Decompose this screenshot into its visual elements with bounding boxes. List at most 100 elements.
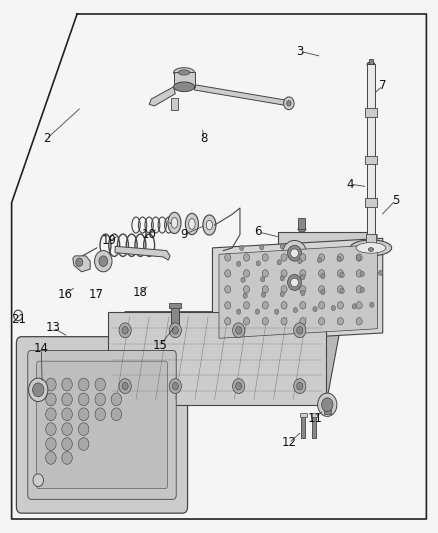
Ellipse shape bbox=[203, 215, 216, 235]
Circle shape bbox=[243, 293, 247, 298]
Circle shape bbox=[46, 393, 56, 406]
Circle shape bbox=[356, 270, 362, 277]
Bar bbox=[371, 301, 377, 308]
Circle shape bbox=[337, 302, 343, 309]
Bar bbox=[371, 311, 377, 317]
Circle shape bbox=[62, 423, 72, 435]
Circle shape bbox=[300, 274, 305, 280]
Bar bbox=[311, 413, 318, 417]
Bar bbox=[365, 156, 377, 165]
Polygon shape bbox=[212, 238, 383, 343]
Circle shape bbox=[281, 286, 287, 293]
Circle shape bbox=[281, 318, 287, 325]
Circle shape bbox=[33, 474, 43, 487]
Circle shape bbox=[318, 254, 325, 261]
Circle shape bbox=[378, 270, 383, 276]
Ellipse shape bbox=[168, 212, 181, 233]
Circle shape bbox=[46, 378, 56, 391]
Ellipse shape bbox=[283, 270, 307, 295]
Circle shape bbox=[281, 254, 287, 261]
Circle shape bbox=[236, 327, 242, 334]
Circle shape bbox=[287, 101, 291, 106]
Circle shape bbox=[356, 286, 362, 293]
Text: 17: 17 bbox=[88, 288, 103, 301]
Bar bbox=[371, 244, 377, 250]
Bar bbox=[371, 292, 377, 298]
Polygon shape bbox=[194, 85, 289, 106]
Ellipse shape bbox=[290, 278, 298, 287]
Circle shape bbox=[321, 398, 333, 411]
Text: 2: 2 bbox=[43, 132, 50, 146]
Circle shape bbox=[300, 270, 306, 277]
Ellipse shape bbox=[185, 213, 198, 235]
Circle shape bbox=[284, 97, 294, 110]
Circle shape bbox=[76, 258, 83, 266]
Circle shape bbox=[360, 287, 364, 293]
Text: 12: 12 bbox=[281, 437, 297, 449]
Bar bbox=[371, 234, 377, 240]
Circle shape bbox=[262, 286, 268, 293]
Bar bbox=[312, 414, 316, 438]
Circle shape bbox=[46, 451, 56, 464]
Polygon shape bbox=[219, 245, 378, 338]
Circle shape bbox=[317, 257, 321, 263]
Circle shape bbox=[62, 393, 72, 406]
Circle shape bbox=[119, 323, 131, 338]
Circle shape bbox=[337, 254, 343, 261]
Text: 15: 15 bbox=[152, 338, 167, 352]
Circle shape bbox=[340, 272, 344, 278]
Ellipse shape bbox=[298, 227, 306, 232]
Circle shape bbox=[78, 393, 89, 406]
Text: 4: 4 bbox=[346, 177, 354, 191]
Circle shape bbox=[275, 309, 279, 314]
Text: 3: 3 bbox=[296, 45, 304, 58]
FancyBboxPatch shape bbox=[28, 351, 176, 499]
Bar bbox=[171, 306, 179, 326]
Text: 5: 5 bbox=[392, 193, 399, 207]
Ellipse shape bbox=[368, 248, 374, 252]
Circle shape bbox=[256, 261, 261, 266]
Bar bbox=[169, 303, 181, 308]
Circle shape bbox=[46, 423, 56, 435]
Circle shape bbox=[370, 302, 374, 308]
Circle shape bbox=[262, 270, 268, 277]
Circle shape bbox=[62, 408, 72, 421]
Circle shape bbox=[244, 286, 250, 293]
Circle shape bbox=[62, 451, 72, 464]
Circle shape bbox=[225, 318, 231, 325]
Circle shape bbox=[169, 378, 181, 393]
Circle shape bbox=[78, 408, 89, 421]
Circle shape bbox=[122, 382, 128, 390]
Bar bbox=[366, 233, 376, 245]
Circle shape bbox=[78, 438, 89, 450]
Ellipse shape bbox=[350, 240, 392, 256]
Text: 13: 13 bbox=[46, 321, 60, 334]
Ellipse shape bbox=[173, 82, 194, 92]
Circle shape bbox=[244, 302, 250, 309]
Circle shape bbox=[356, 254, 362, 261]
Circle shape bbox=[111, 393, 122, 406]
Circle shape bbox=[318, 393, 337, 416]
Ellipse shape bbox=[356, 243, 386, 253]
Ellipse shape bbox=[178, 70, 190, 75]
Circle shape bbox=[261, 277, 265, 282]
Circle shape bbox=[281, 270, 287, 277]
Circle shape bbox=[297, 327, 303, 334]
Circle shape bbox=[318, 270, 325, 277]
Circle shape bbox=[281, 302, 287, 309]
Circle shape bbox=[225, 302, 231, 309]
Bar bbox=[300, 413, 307, 417]
Circle shape bbox=[237, 309, 241, 314]
Text: 21: 21 bbox=[11, 313, 26, 326]
Polygon shape bbox=[115, 246, 170, 260]
Bar bbox=[367, 64, 375, 240]
Circle shape bbox=[293, 308, 297, 313]
Ellipse shape bbox=[189, 219, 195, 229]
Circle shape bbox=[236, 382, 242, 390]
FancyBboxPatch shape bbox=[16, 337, 187, 513]
Circle shape bbox=[62, 438, 72, 450]
Circle shape bbox=[280, 292, 285, 297]
Ellipse shape bbox=[367, 62, 375, 67]
Text: 18: 18 bbox=[133, 286, 148, 298]
Circle shape bbox=[111, 408, 122, 421]
